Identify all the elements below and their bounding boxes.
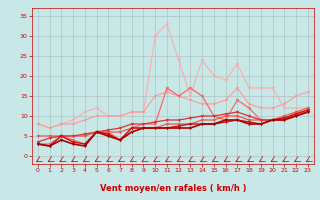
X-axis label: Vent moyen/en rafales ( km/h ): Vent moyen/en rafales ( km/h ) xyxy=(100,184,246,193)
